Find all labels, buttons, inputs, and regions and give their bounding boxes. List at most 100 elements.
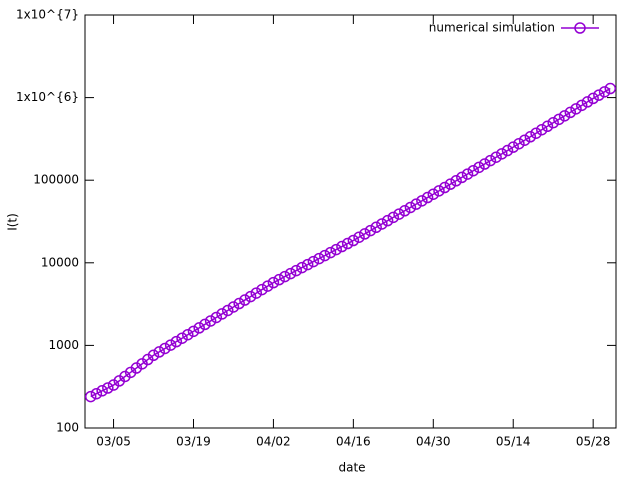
data-point <box>130 362 143 374</box>
y-axis-label: I(t) <box>6 213 20 231</box>
data-point <box>547 117 559 129</box>
data-point <box>427 188 440 200</box>
data-point <box>450 175 462 187</box>
data-point <box>182 328 194 341</box>
data-point <box>456 171 468 184</box>
data-point <box>416 195 428 207</box>
data-point <box>221 304 234 317</box>
x-axis-label: date <box>338 461 365 475</box>
data-point <box>319 249 331 262</box>
data-point <box>410 198 422 210</box>
data-point <box>250 287 263 299</box>
data-point <box>170 335 183 348</box>
data-point <box>267 276 280 289</box>
data-point <box>290 264 303 277</box>
data-point <box>204 315 217 327</box>
data-point <box>227 301 240 313</box>
x-tick-label: 04/02 <box>256 435 291 449</box>
data-point <box>244 290 257 303</box>
data-point <box>307 255 320 268</box>
data-point <box>216 308 228 320</box>
data-point <box>193 322 205 334</box>
data-point <box>199 318 211 331</box>
data-point <box>284 267 297 280</box>
data-point <box>330 243 342 256</box>
data-point <box>256 283 268 296</box>
data-point <box>564 106 577 119</box>
data-point <box>541 120 554 133</box>
data-point <box>261 280 274 292</box>
y-tick-label: 1000 <box>48 338 79 352</box>
data-point <box>279 270 291 283</box>
data-point <box>364 224 377 237</box>
data-point <box>387 211 400 224</box>
data-point <box>176 332 188 344</box>
data-point <box>484 154 497 167</box>
data-point <box>513 137 525 150</box>
x-tick-label: 04/30 <box>416 435 451 449</box>
data-point <box>478 158 491 170</box>
data-point <box>518 134 531 146</box>
x-tick-label: 05/14 <box>496 435 531 449</box>
data-point <box>313 252 325 265</box>
data-point <box>490 151 502 163</box>
data-point <box>507 141 519 153</box>
data-point <box>575 99 588 112</box>
data-point <box>570 103 582 115</box>
data-point <box>558 110 571 122</box>
data-point <box>353 231 365 243</box>
data-point <box>347 234 360 247</box>
data-point <box>239 294 251 306</box>
data-point <box>359 228 371 240</box>
data-point <box>376 218 388 230</box>
data-point <box>84 390 97 403</box>
data-point <box>301 258 314 271</box>
data-point <box>496 148 508 160</box>
data-point <box>210 311 223 324</box>
data-point <box>324 246 337 259</box>
data-point <box>593 89 605 101</box>
data-point <box>187 325 200 338</box>
data-point <box>433 185 445 197</box>
y-tick-label: 1x10^{7} <box>16 8 79 22</box>
data-point <box>536 123 548 136</box>
data-point <box>553 113 565 126</box>
data-point <box>336 240 348 253</box>
legend-marker <box>574 22 586 34</box>
data-point <box>164 339 177 351</box>
data-point <box>598 86 611 98</box>
data-point <box>501 144 514 157</box>
data-point <box>398 205 411 217</box>
y-tick-label: 100 <box>56 421 79 435</box>
data-point <box>421 191 434 204</box>
data-point <box>467 164 480 177</box>
data-point <box>444 178 457 190</box>
data-point <box>604 82 617 95</box>
data-point <box>147 349 160 362</box>
data-point <box>159 342 171 355</box>
legend-label: numerical simulation <box>429 21 555 35</box>
data-point <box>438 181 451 194</box>
data-point <box>341 237 354 250</box>
data-point <box>587 92 599 105</box>
y-tick-label: 100000 <box>33 173 79 187</box>
data-point <box>119 370 131 383</box>
data-point <box>461 168 474 180</box>
data-point <box>404 201 417 214</box>
data-point <box>393 208 405 220</box>
data-point <box>381 214 394 227</box>
x-tick-label: 04/16 <box>336 435 371 449</box>
data-point <box>273 273 285 286</box>
y-tick-label: 10000 <box>41 255 79 269</box>
data-point <box>370 221 382 234</box>
data-point <box>96 385 108 397</box>
y-tick-label: 1x10^{6} <box>16 90 79 104</box>
data-point <box>530 127 542 139</box>
data-point <box>153 346 165 358</box>
data-point <box>102 382 114 394</box>
x-tick-label: 03/05 <box>96 435 131 449</box>
data-point <box>581 96 594 108</box>
